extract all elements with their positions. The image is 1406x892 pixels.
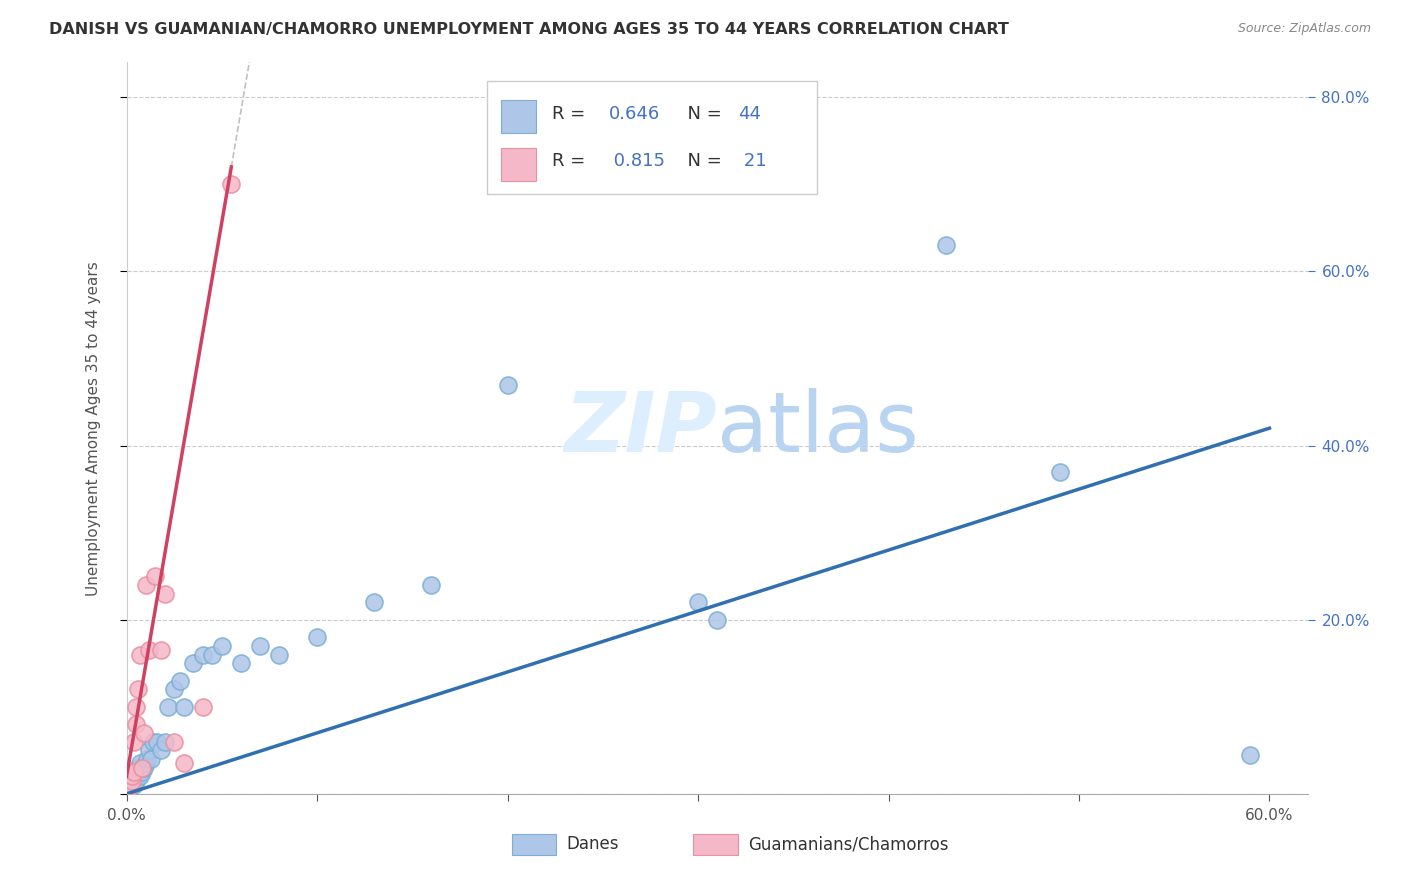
Point	[1239, 747, 1261, 762]
Point	[163, 734, 186, 748]
FancyBboxPatch shape	[501, 101, 536, 134]
Point	[121, 769, 143, 783]
Point	[127, 682, 149, 697]
Point	[131, 761, 153, 775]
Point	[136, 752, 159, 766]
Point	[120, 780, 142, 794]
Point	[120, 778, 142, 792]
Point	[143, 569, 166, 583]
Point	[420, 578, 443, 592]
Point	[191, 699, 214, 714]
Text: R =: R =	[551, 153, 591, 170]
Text: 44: 44	[738, 104, 761, 122]
FancyBboxPatch shape	[512, 834, 557, 855]
Point	[181, 657, 204, 671]
Point	[121, 773, 143, 788]
Point	[127, 761, 149, 775]
FancyBboxPatch shape	[501, 148, 536, 181]
Point	[149, 743, 172, 757]
Point	[127, 765, 149, 780]
Text: ZIP: ZIP	[564, 388, 717, 468]
Point	[132, 761, 155, 775]
Point	[121, 773, 143, 788]
FancyBboxPatch shape	[486, 81, 817, 194]
Point	[122, 778, 145, 792]
Point	[122, 765, 145, 780]
Point	[173, 756, 195, 771]
Text: N =: N =	[676, 153, 727, 170]
Text: 21: 21	[738, 153, 766, 170]
Point	[125, 699, 148, 714]
Point	[305, 630, 328, 644]
Point	[121, 776, 143, 790]
Point	[146, 734, 169, 748]
Point	[120, 778, 142, 792]
Text: 0.815: 0.815	[609, 153, 665, 170]
Point	[173, 699, 195, 714]
Point	[201, 648, 224, 662]
Point	[128, 648, 150, 662]
Point	[249, 639, 271, 653]
Point	[686, 595, 709, 609]
Point	[122, 771, 145, 785]
Point	[138, 743, 160, 757]
Point	[229, 657, 252, 671]
Point	[169, 673, 191, 688]
Text: atlas: atlas	[717, 388, 918, 468]
Point	[141, 752, 163, 766]
Text: 0.646: 0.646	[609, 104, 659, 122]
Point	[157, 699, 180, 714]
Point	[135, 578, 157, 592]
Point	[1049, 465, 1071, 479]
Point	[125, 773, 148, 788]
Point	[128, 769, 150, 783]
Point	[363, 595, 385, 609]
Point	[132, 726, 155, 740]
Text: Danes: Danes	[565, 835, 619, 854]
Point	[191, 648, 214, 662]
Point	[153, 586, 176, 600]
Text: DANISH VS GUAMANIAN/CHAMORRO UNEMPLOYMENT AMONG AGES 35 TO 44 YEARS CORRELATION : DANISH VS GUAMANIAN/CHAMORRO UNEMPLOYMEN…	[49, 22, 1010, 37]
Y-axis label: Unemployment Among Ages 35 to 44 years: Unemployment Among Ages 35 to 44 years	[86, 260, 101, 596]
Text: R =: R =	[551, 104, 591, 122]
Point	[125, 717, 148, 731]
Point	[117, 782, 139, 797]
FancyBboxPatch shape	[693, 834, 738, 855]
Point	[221, 178, 243, 192]
Point	[935, 238, 957, 252]
Point	[142, 734, 165, 748]
Point	[128, 756, 150, 771]
Point	[496, 377, 519, 392]
Point	[149, 643, 172, 657]
Point	[131, 765, 153, 780]
Point	[138, 643, 160, 657]
Text: Guamanians/Chamorros: Guamanians/Chamorros	[748, 835, 948, 854]
Point	[211, 639, 233, 653]
Text: N =: N =	[676, 104, 727, 122]
Point	[122, 734, 145, 748]
Point	[117, 782, 139, 797]
Point	[125, 769, 148, 783]
Point	[267, 648, 290, 662]
Point	[153, 734, 176, 748]
Text: Source: ZipAtlas.com: Source: ZipAtlas.com	[1237, 22, 1371, 36]
Point	[163, 682, 186, 697]
Point	[135, 756, 157, 771]
Point	[131, 761, 153, 775]
Point	[706, 613, 728, 627]
